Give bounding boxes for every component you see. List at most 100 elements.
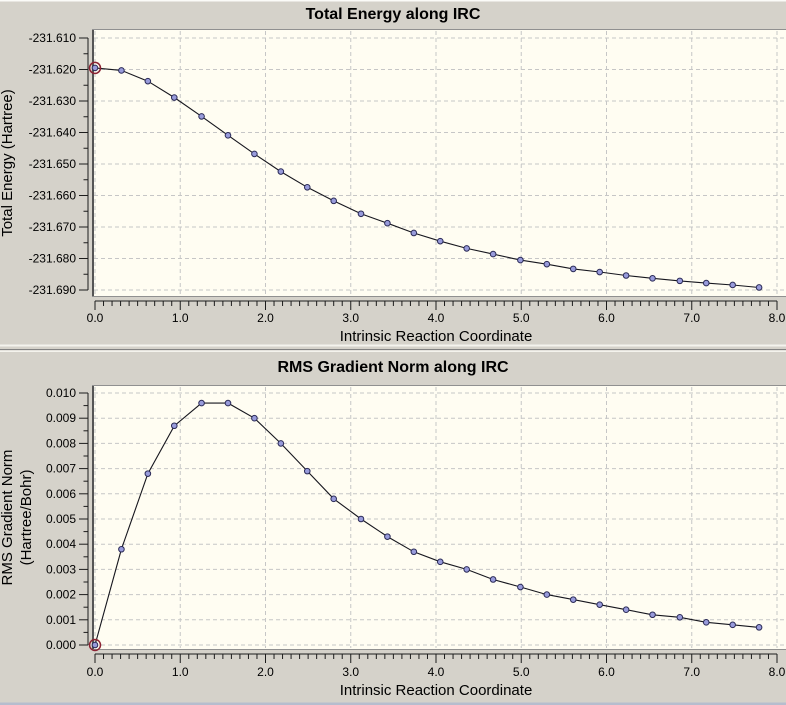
panel-divider-highlight xyxy=(0,344,786,347)
data-point-marker[interactable] xyxy=(622,606,630,614)
data-point-marker[interactable] xyxy=(729,281,736,289)
data-point-marker[interactable] xyxy=(357,210,365,218)
data-point-marker[interactable] xyxy=(91,64,99,72)
x-tick-label: 6.0 xyxy=(598,311,615,325)
x-tick-label: 0.0 xyxy=(87,665,104,679)
window-bottom-edge xyxy=(0,702,786,705)
selected-point-ring xyxy=(88,638,102,652)
y-tick-label: 0.001 xyxy=(46,613,76,627)
y-axis-title: RMS Gradient Norm xyxy=(0,450,16,586)
plot-area xyxy=(92,29,786,297)
x-tick-label: 3.0 xyxy=(342,665,359,679)
total-energy-chart-panel: -231.610 -231.620 -231.630 -231.640 -231.650… xyxy=(0,0,786,352)
x-tick-label: 8.0 xyxy=(769,311,786,325)
y-tick-label: 0.005 xyxy=(46,512,76,526)
y-tick-label: 0.002 xyxy=(46,588,76,602)
x-tick-label: 0.0 xyxy=(87,311,104,325)
data-point-marker[interactable] xyxy=(170,94,178,101)
rms-gradient-chart[interactable]: 0.010 0.009 0.008 0.007 0.006 0.005 0.004 0.003… xyxy=(0,352,786,705)
data-point-marker[interactable] xyxy=(330,197,338,205)
data-point-marker[interactable] xyxy=(489,576,497,583)
data-point-marker[interactable] xyxy=(144,470,152,477)
x-tick-label: 5.0 xyxy=(513,311,530,325)
data-point-marker[interactable] xyxy=(251,414,258,422)
data-point-marker[interactable] xyxy=(489,250,497,258)
data-point-marker[interactable] xyxy=(170,422,178,430)
data-point-marker[interactable] xyxy=(463,245,470,252)
data-point-marker[interactable] xyxy=(198,399,205,407)
data-point-marker[interactable] xyxy=(384,533,391,540)
y-tick-label: -231.650 xyxy=(29,157,77,171)
y-tick-label: 0.000 xyxy=(46,638,76,652)
data-point-marker[interactable] xyxy=(517,256,524,264)
y-tick-label: 0.006 xyxy=(46,487,76,501)
data-point-marker[interactable] xyxy=(410,229,418,237)
data-point-marker[interactable] xyxy=(144,77,152,85)
x-tick-label: 5.0 xyxy=(513,665,530,679)
x-tick-label: 6.0 xyxy=(598,665,615,679)
data-point-marker[interactable] xyxy=(517,583,524,591)
data-point-marker[interactable] xyxy=(596,601,603,608)
x-tick-label: 8.0 xyxy=(769,665,786,679)
data-point-marker[interactable] xyxy=(596,268,603,276)
data-point-marker[interactable] xyxy=(755,284,763,291)
data-curve xyxy=(94,67,760,289)
data-point-marker[interactable] xyxy=(436,237,444,245)
data-point-marker[interactable] xyxy=(755,624,763,631)
data-point-marker[interactable] xyxy=(436,558,444,566)
x-tick-label: 7.0 xyxy=(683,311,700,325)
data-point-marker[interactable] xyxy=(676,277,684,285)
y-tick-label: 0.004 xyxy=(46,537,76,551)
y-tick-label: -231.610 xyxy=(29,31,77,45)
x-axis-title: Intrinsic Reaction Coordinate xyxy=(340,328,533,345)
x-tick-label: 2.0 xyxy=(257,311,274,325)
data-point-marker[interactable] xyxy=(410,548,418,556)
data-point-marker[interactable] xyxy=(543,591,551,598)
data-point-marker[interactable] xyxy=(384,219,391,227)
y-tick-label: 0.010 xyxy=(46,386,76,400)
y-tick-label: -231.640 xyxy=(29,126,77,140)
data-point-marker[interactable] xyxy=(198,113,205,120)
x-tick-label: 3.0 xyxy=(342,311,359,325)
x-axis-title: Intrinsic Reaction Coordinate xyxy=(340,682,533,699)
data-point-marker[interactable] xyxy=(251,150,258,158)
data-point-marker[interactable] xyxy=(277,440,285,447)
data-point-marker[interactable] xyxy=(649,611,656,619)
data-point-marker[interactable] xyxy=(224,132,232,139)
y-tick-label: -231.670 xyxy=(29,220,77,234)
data-point-marker[interactable] xyxy=(303,467,311,475)
data-point-marker[interactable] xyxy=(729,621,736,629)
y-axis-title: Total Energy (Hartree) xyxy=(0,89,16,237)
data-point-marker[interactable] xyxy=(118,545,125,553)
x-tick-label: 1.0 xyxy=(172,665,189,679)
data-point-marker[interactable] xyxy=(303,184,311,191)
data-point-marker[interactable] xyxy=(277,168,285,175)
data-point-marker[interactable] xyxy=(649,275,656,282)
data-point-marker[interactable] xyxy=(91,641,99,649)
selected-point-ring xyxy=(88,61,102,75)
data-point-marker[interactable] xyxy=(622,272,630,279)
x-tick-label: 2.0 xyxy=(257,665,274,679)
x-tick-label: 4.0 xyxy=(428,311,445,325)
data-point-marker[interactable] xyxy=(118,67,125,74)
data-point-marker[interactable] xyxy=(357,515,365,523)
data-point-marker[interactable] xyxy=(330,495,338,503)
y-tick-label: 0.008 xyxy=(46,436,76,450)
data-point-marker[interactable] xyxy=(569,596,577,603)
data-point-marker[interactable] xyxy=(224,399,232,407)
data-point-marker[interactable] xyxy=(569,265,577,273)
x-tick-label: 4.0 xyxy=(428,665,445,679)
rms-gradient-chart-panel: 0.010 0.009 0.008 0.007 0.006 0.005 0.004 0.003… xyxy=(0,352,786,705)
y-tick-label: 0.007 xyxy=(46,462,76,476)
data-point-marker[interactable] xyxy=(702,279,710,287)
total-energy-chart[interactable]: -231.610 -231.620 -231.630 -231.640 -231.650… xyxy=(0,0,786,352)
y-tick-label: -231.620 xyxy=(29,63,77,77)
data-point-marker[interactable] xyxy=(463,566,470,573)
plot-area xyxy=(92,385,786,650)
y-tick-label: 0.003 xyxy=(46,562,76,576)
data-point-marker[interactable] xyxy=(676,613,684,621)
data-point-marker[interactable] xyxy=(543,260,551,268)
data-point-marker[interactable] xyxy=(702,619,710,626)
chart-title: RMS Gradient Norm along IRC xyxy=(277,359,509,376)
